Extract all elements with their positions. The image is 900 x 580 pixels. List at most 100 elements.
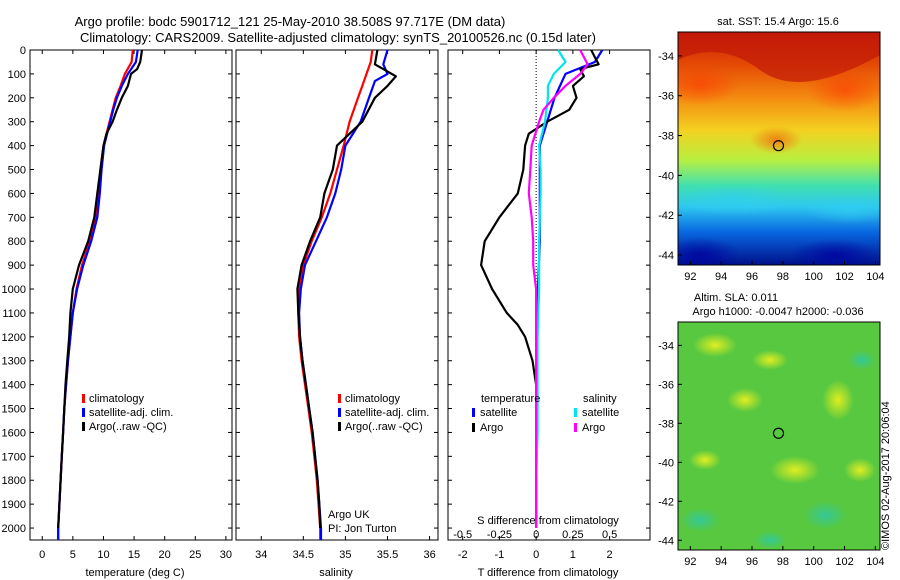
figure-title: Argo profile: bodc 5901712_121 25-May-20…	[75, 14, 506, 29]
salinity-panel: 34 34.5 35 35.5 36 climatology satellite-adj. …	[235, 49, 439, 561]
temperature-ytick-label: 800	[8, 236, 26, 248]
sst_map-xtick-label: 96	[746, 271, 758, 283]
sla-low	[754, 531, 786, 549]
salinity-xtick-label: 36	[423, 549, 435, 561]
sla-low	[680, 508, 720, 532]
salinity-xtick-label: 35.5	[377, 549, 398, 561]
temperature-xtick-label: 5	[70, 549, 76, 561]
sla_map-xtick-label: 102	[835, 556, 853, 568]
sst_map-xtick-label: 102	[835, 271, 853, 283]
difference-legend-swatch	[472, 408, 475, 417]
difference-xtick-label: -1	[495, 549, 505, 561]
sla_map-ytick-label: -40	[658, 457, 674, 469]
sst-map	[678, 32, 880, 265]
temperature-xtick-label: 20	[159, 549, 171, 561]
temperature-panel: 0 5 10 15 20 25 300100200300400500600700800900…	[2, 45, 233, 561]
temperature-ytick-label: 1300	[2, 356, 26, 368]
difference-stick-label: 0.25	[562, 529, 583, 541]
sla_map-argo-float-marker	[772, 427, 785, 439]
salinity-frame	[235, 49, 439, 541]
temperature-series-argo-raw-qc-	[57, 49, 144, 529]
sla-high	[727, 388, 763, 412]
sla_map-ytick-label: -36	[658, 379, 674, 391]
temperature-ytick-label: 300	[8, 117, 26, 129]
temperature-legend-label: Argo(..raw -QC)	[89, 421, 167, 433]
difference-xtick-label: -2	[458, 549, 468, 561]
temperature-ytick-label: 2000	[2, 523, 26, 535]
attribution-line2: PI: Jon Turton	[328, 523, 396, 535]
sst-cyan-patch	[805, 196, 880, 224]
temperature-xtick-label: 15	[128, 549, 140, 561]
difference-legend-label: Argo	[480, 422, 503, 434]
copyright-credit: ©IMOS 02-Aug-2017 20:06:04	[880, 401, 892, 550]
temperature-ytick-label: 0	[20, 45, 26, 57]
difference-legend-label: satellite	[582, 407, 619, 419]
temperature-ytick-label: 1200	[2, 332, 26, 344]
salinity-legend-label: satellite-adj. clim.	[345, 407, 429, 419]
temperature-legend-swatch	[82, 408, 85, 417]
salinity-xtick-label: 34.5	[293, 549, 314, 561]
temperature-ytick-label: 500	[8, 165, 26, 177]
difference-series-satellite	[534, 49, 567, 528]
temperature-ytick-label: 100	[8, 69, 26, 81]
salinity-series-satellite-adj-clim-	[298, 49, 389, 540]
sst_map-xtick-label: 94	[715, 271, 727, 283]
temperature-xtick-label: 30	[220, 549, 232, 561]
temperature-ytick-label: 1600	[2, 427, 26, 439]
sla-high	[844, 458, 876, 482]
difference-stick-label: 0	[533, 529, 539, 541]
temperature-ytick-label: 200	[8, 93, 26, 105]
salinity-legend-swatch	[338, 422, 341, 431]
sla_map-xtick-label: 98	[777, 556, 789, 568]
sla_map-xtick-label: 94	[715, 556, 727, 568]
salinity-xtick-label: 35	[339, 549, 351, 561]
difference-legend-swatch	[574, 423, 577, 432]
difference-xtick-label: 0	[533, 549, 539, 561]
sst-warm-band	[678, 32, 880, 82]
temperature-ytick-label: 1000	[2, 284, 26, 296]
difference-stick-label: -0.5	[453, 529, 472, 541]
sla_map-xtick-label: 96	[746, 556, 758, 568]
temperature-legend-swatch	[82, 394, 85, 403]
sla-high	[822, 380, 854, 420]
sst-cold-patch	[678, 237, 740, 265]
temperature-ytick-label: 1900	[2, 499, 26, 511]
sla_map-ytick-label: -42	[658, 496, 674, 508]
sla-map-title: Altim. SLA: 0.011	[694, 292, 778, 304]
temperature-legend-label: satellite-adj. clim.	[89, 407, 173, 419]
sla-map	[678, 322, 880, 550]
sst_map-ytick-label: -34	[658, 51, 674, 63]
temperature-xlabel: temperature (deg C)	[85, 567, 184, 579]
figure-subtitle: Climatology: CARS2009. Satellite-adjuste…	[80, 30, 596, 45]
difference-legend-label: Argo	[582, 422, 605, 434]
sla-low	[803, 501, 847, 529]
difference-xtick-label: 1	[570, 549, 576, 561]
difference-panel: -2 -1 0 1 2 -0.5 -0.25 0 0.25 0.5 temperature salin…	[447, 49, 651, 561]
difference-frame	[447, 49, 651, 541]
sst_map-ytick-label: -38	[658, 131, 674, 143]
sla_map-ytick-label: -38	[658, 418, 674, 430]
sst_map-argo-float-marker	[772, 140, 785, 152]
sla_map-xtick-label: 92	[684, 556, 696, 568]
sst_map-xtick-label: 98	[777, 271, 789, 283]
salinity-legend-label: Argo(..raw -QC)	[345, 421, 423, 433]
sla-high	[770, 456, 820, 484]
sla_map-ytick-label: -44	[658, 535, 674, 547]
sst-warm-patch	[807, 68, 880, 112]
temperature-xtick-label: 0	[39, 549, 45, 561]
temperature-ytick-label: 1500	[2, 404, 26, 416]
temperature-series-satellite-adj-clim-	[57, 49, 139, 540]
salinity-xtick-label: 34	[255, 549, 267, 561]
sst-map-title: sat. SST: 15.4 Argo: 15.6	[717, 16, 839, 28]
difference-xtick-label: 2	[607, 549, 613, 561]
salinity-series-argo-raw-qc-	[296, 49, 397, 529]
sst-cold-patch	[790, 239, 880, 265]
sst_map-ytick-label: -40	[658, 170, 674, 182]
temperature-series-climatology	[57, 49, 134, 540]
difference-legend-swatch	[472, 423, 475, 432]
sla-map-axes: 92 94 96 98 100 102 104 -34 -36 -38 -40 -42 -44	[658, 321, 885, 568]
sla_map-frame	[677, 321, 881, 551]
difference-legend-header: temperature	[481, 393, 540, 405]
temperature-ytick-label: 1400	[2, 380, 26, 392]
sla_map-xtick-label: 104	[866, 556, 884, 568]
